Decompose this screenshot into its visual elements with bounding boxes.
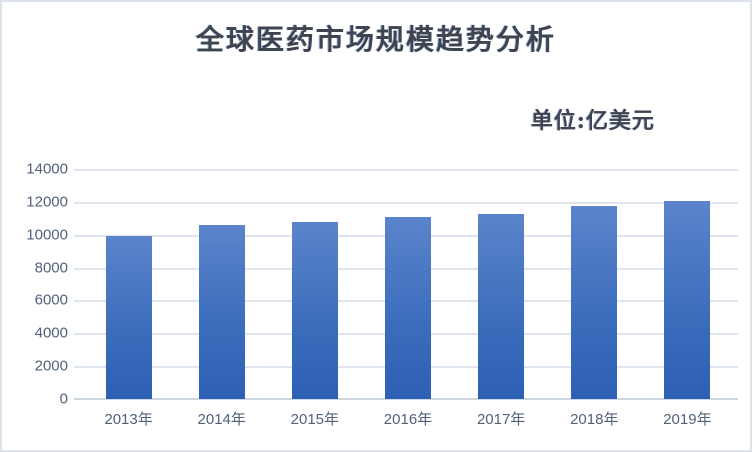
x-axis-label-2015年: 2015年 <box>290 411 340 428</box>
x-axis-labels: 2013年 2014年 2015年 2016年 2017年 2018年 2019年 <box>82 408 734 429</box>
bar-2015年 <box>291 222 338 399</box>
y-axis-tick-label-10000: 10000 <box>26 226 68 244</box>
x-axis-line <box>74 398 738 400</box>
y-axis-tick-label-12000: 12000 <box>26 193 68 211</box>
bar-2016年 <box>384 217 431 399</box>
bar-2017年 <box>478 214 525 399</box>
x-axis-label-2017年: 2017年 <box>476 411 526 428</box>
chart-title: 全球医药市场规模趋势分析 <box>195 23 556 56</box>
plot-area <box>74 169 738 400</box>
gridline-12000 <box>74 201 738 204</box>
bar-slot-2018年 <box>548 169 641 399</box>
bar-slot-2016年 <box>361 169 454 399</box>
y-axis-labels: 0 2000 4000 6000 8000 10000 12000 14000 <box>2 161 68 408</box>
bar-2019年 <box>664 201 711 399</box>
bar-2013年 <box>105 236 152 399</box>
y-axis-tick-label-6000: 6000 <box>34 291 68 309</box>
bar-slot-2019年 <box>641 169 734 399</box>
x-axis-label-2014年: 2014年 <box>197 411 246 428</box>
x-axis-label-2016年: 2016年 <box>383 411 433 428</box>
x-axis-label-2018年: 2018年 <box>570 411 619 428</box>
bars-row <box>82 169 734 399</box>
bar-slot-2014年 <box>175 169 268 399</box>
x-axis-label-2013年: 2013年 <box>104 411 153 428</box>
y-axis-tick-label-14000: 14000 <box>26 160 68 178</box>
bar-2018年 <box>571 206 618 399</box>
bar-2014年 <box>198 225 245 399</box>
bar-slot-2017年 <box>455 169 548 399</box>
y-axis-tick-label-0: 0 <box>59 390 68 408</box>
unit-label: 单位:亿美元 <box>530 108 655 134</box>
y-axis-tick-label-8000: 8000 <box>34 259 68 277</box>
gridline-14000 <box>74 169 738 171</box>
y-axis-tick-label-2000: 2000 <box>34 357 68 375</box>
bar-slot-2013年 <box>82 169 175 399</box>
y-axis-tick-label-4000: 4000 <box>34 324 68 342</box>
bar-slot-2015年 <box>268 169 361 399</box>
x-axis-label-2019年: 2019年 <box>663 411 712 428</box>
